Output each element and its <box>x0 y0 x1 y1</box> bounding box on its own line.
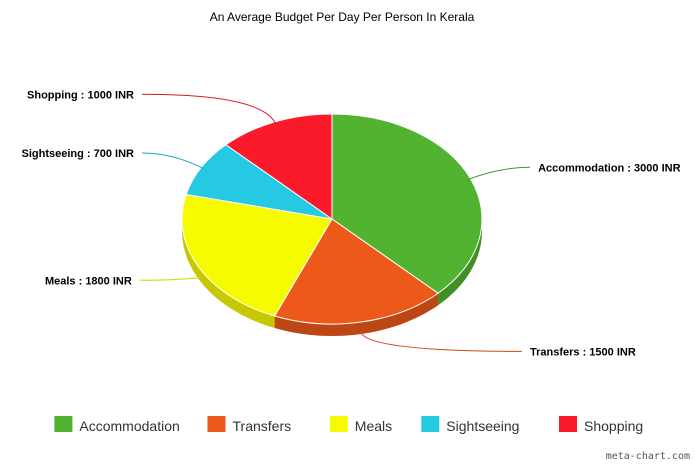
leader-line-transfers <box>360 331 523 352</box>
callout-label-accommodation: Accommodation : 3000 INR <box>538 162 680 174</box>
legend-label-sightseeing: Sightseeing <box>446 418 519 434</box>
legend: Accommodation Transfers Meals Sightseeing Sh… <box>54 416 643 434</box>
pie-side-meals <box>182 219 275 328</box>
legend-item-accommodation[interactable]: Accommodation <box>54 416 180 434</box>
pie-side-transfers <box>274 293 439 336</box>
pie-slice-transfers[interactable] <box>273 218 439 325</box>
legend-swatch-transfers <box>207 416 226 432</box>
slice-callouts: Accommodation : 3000 INR Transfers : 1500… <box>22 89 681 358</box>
pie-3d-depth <box>182 219 482 336</box>
callout-label-transfers: Transfers : 1500 INR <box>530 346 636 358</box>
legend-swatch-sightseeing <box>421 416 440 432</box>
chart-title: An Average Budget Per Day Per Person In … <box>210 10 475 24</box>
leader-line-sightseeing <box>141 152 204 170</box>
legend-label-shopping: Shopping <box>584 418 643 434</box>
legend-item-meals[interactable]: Meals <box>329 416 392 434</box>
legend-label-transfers: Transfers <box>233 418 292 434</box>
leader-line-shopping <box>141 93 277 125</box>
legend-swatch-meals <box>329 416 348 432</box>
leader-line-accommodation <box>467 166 531 181</box>
legend-swatch-accommodation <box>54 416 73 432</box>
leader-line-meals <box>139 277 202 281</box>
legend-item-sightseeing[interactable]: Sightseeing <box>421 416 519 434</box>
pie-side-accommodation <box>438 219 482 306</box>
credit-text: meta-chart.com <box>606 451 690 462</box>
legend-swatch-shopping <box>559 416 577 432</box>
callout-label-shopping: Shopping : 1000 INR <box>27 89 134 101</box>
legend-item-shopping[interactable]: Shopping <box>559 416 643 434</box>
callout-label-sightseeing: Sightseeing : 700 INR <box>22 148 135 160</box>
legend-label-meals: Meals <box>355 418 392 434</box>
pie-slice-meals[interactable] <box>181 193 333 317</box>
legend-label-accommodation: Accommodation <box>79 418 179 434</box>
callout-label-meals: Meals : 1800 INR <box>45 275 132 287</box>
legend-item-transfers[interactable]: Transfers <box>207 416 292 434</box>
pie-slices <box>181 113 483 325</box>
